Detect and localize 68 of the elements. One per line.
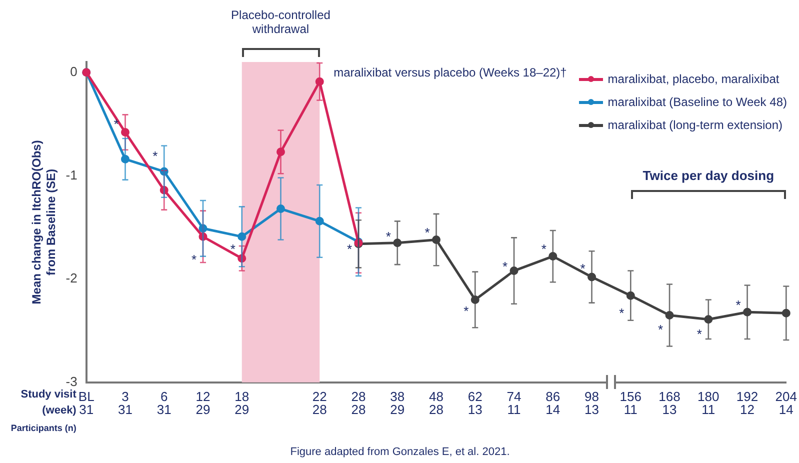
x-tick-label: 6 <box>160 388 168 404</box>
x-tick-label: 156 <box>620 388 642 404</box>
x-tick-label: 74 <box>506 388 522 404</box>
point <box>665 310 674 320</box>
y-tick-label: -2 <box>66 270 78 286</box>
text: 11 <box>702 402 716 417</box>
annotation: * <box>464 304 469 319</box>
x-tick-label: 192 <box>736 388 758 404</box>
text: 29 <box>390 402 405 417</box>
text: 31 <box>156 402 172 417</box>
text: 13 <box>662 402 677 417</box>
annotation: maralixibat versus placebo (Weeks 18–22)† <box>334 65 567 80</box>
y-axis-title: Mean change in ItchRO(Obs) from Baseline (SE) <box>30 140 58 304</box>
x-tick-label: 168 <box>658 388 680 404</box>
x-tick-label: 180 <box>698 388 720 404</box>
text: 13 <box>468 402 482 417</box>
text: 28 <box>312 402 327 417</box>
annotation: * <box>191 252 197 267</box>
annotation: * <box>696 326 702 342</box>
x-tick-label: 12 <box>196 388 210 404</box>
x-tick-label: 28 <box>351 388 366 404</box>
text: 11 <box>624 402 638 417</box>
text: Participants (n) <box>10 422 76 433</box>
y-tick-label: 0 <box>70 64 78 79</box>
x-tick-label: 18 <box>234 388 250 404</box>
text: 14 <box>546 402 560 417</box>
text: 29 <box>234 402 250 417</box>
y-tick-label: -1 <box>66 167 78 182</box>
x-tick-label: 22 <box>312 388 327 404</box>
x-axis-title: Study visit (week) <box>20 388 77 416</box>
text: 28 <box>351 402 366 417</box>
annotation: * <box>580 261 586 276</box>
band-label: Placebo-controlled withdrawal <box>230 8 332 36</box>
annotation: * <box>230 242 236 257</box>
x-tick-label: 62 <box>468 388 482 404</box>
annotation: * <box>424 225 430 240</box>
annotation: Twice per day dosing <box>642 168 774 183</box>
annotation: * <box>658 322 664 338</box>
text: 13 <box>584 402 599 417</box>
text: 11 <box>507 402 521 417</box>
annotation: * <box>502 259 508 274</box>
annotation: * <box>152 148 158 164</box>
x-tick-label: 3 <box>122 388 129 404</box>
legend-label: maralixibat (long-term extension) <box>608 118 783 132</box>
annotation: * <box>541 242 546 257</box>
x-tick-label: BL <box>78 388 94 404</box>
point <box>198 224 208 233</box>
legend-label: maralixibat, placebo, maralixibat <box>608 72 780 86</box>
x-tick-label: 204 <box>775 388 798 404</box>
text: 31 <box>118 402 132 417</box>
x-tick-label: 38 <box>390 388 405 404</box>
text: Figure adapted from Gonzales E, et al. 2021. <box>290 446 510 458</box>
x-tick-label: 48 <box>429 388 444 404</box>
y-tick-label: -3 <box>66 374 78 389</box>
x-tick-label: 86 <box>546 388 560 404</box>
annotation: * <box>736 297 741 312</box>
annotation: * <box>346 242 352 257</box>
point <box>704 315 713 324</box>
x-tick-label: 98 <box>584 388 599 404</box>
annotation: * <box>619 306 624 321</box>
annotation: * <box>386 229 391 244</box>
point <box>510 266 518 276</box>
text: 31 <box>79 402 94 417</box>
text: 28 <box>429 402 444 417</box>
text: 29 <box>196 402 210 417</box>
text: 12 <box>740 402 755 417</box>
text: 14 <box>778 402 794 417</box>
legend-label: maralixibat (Baseline to Week 48) <box>608 95 787 109</box>
